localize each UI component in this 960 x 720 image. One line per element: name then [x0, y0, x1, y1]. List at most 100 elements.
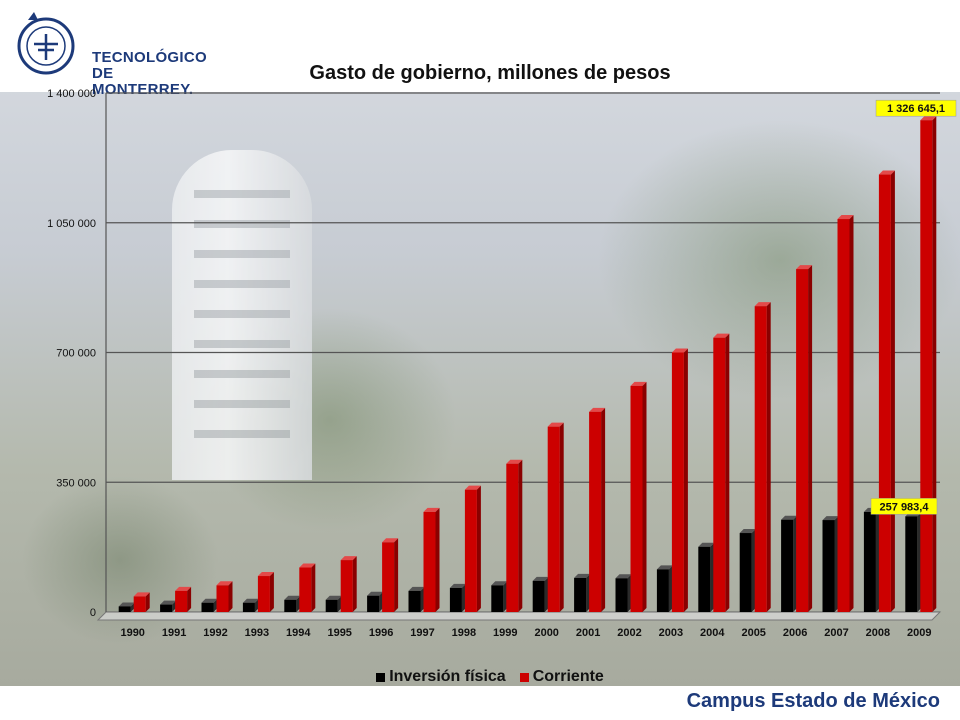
x-tick-label: 1998	[452, 627, 476, 639]
bar-top	[878, 170, 895, 175]
bar-side	[849, 215, 854, 613]
bar-top	[284, 595, 301, 600]
x-tick-label: 1996	[369, 627, 393, 639]
bar-corriente	[671, 352, 684, 612]
bar-top	[464, 485, 481, 490]
bar-side	[518, 459, 523, 612]
bar-top	[449, 583, 466, 588]
bar-side	[352, 556, 357, 612]
bar-corriente	[796, 269, 809, 612]
bar-top	[796, 265, 813, 270]
bar-side	[476, 485, 481, 612]
x-tick-label: 2002	[617, 627, 641, 639]
bar-top	[698, 542, 715, 547]
bar-top	[615, 574, 632, 579]
bar-corriente	[257, 576, 270, 612]
legend-label-inversion: Inversión física	[389, 668, 506, 685]
bar-side	[642, 381, 647, 612]
x-tick-label: 1999	[493, 627, 517, 639]
bar-top	[216, 581, 233, 586]
legend-item-inversion: Inversión física	[376, 668, 506, 686]
bar-top	[713, 333, 730, 338]
data-label-box	[870, 498, 938, 515]
bar-top	[242, 598, 259, 603]
header-band	[0, 0, 960, 92]
bar-inversion-fisica	[781, 519, 794, 612]
bar-inversion-fisica	[325, 599, 338, 612]
bar-top	[739, 529, 756, 534]
bar-corriente	[547, 426, 560, 612]
bar-top	[325, 595, 342, 600]
bar-top	[118, 602, 135, 607]
bar-top	[506, 459, 523, 464]
bar-corriente	[382, 542, 395, 612]
bar-inversion-fisica	[201, 602, 214, 612]
bar-side	[890, 170, 895, 613]
bar-side	[435, 507, 440, 612]
x-tick-label: 1991	[162, 627, 186, 639]
bar-inversion-fisica	[284, 599, 297, 612]
x-tick-label: 2007	[824, 627, 848, 639]
bar-inversion-fisica	[242, 602, 255, 612]
bar-corriente	[423, 511, 436, 612]
legend-label-corriente: Corriente	[532, 668, 604, 685]
bar-top	[408, 586, 425, 591]
bar-side	[808, 265, 813, 612]
bar-side	[311, 563, 316, 612]
bar-side	[601, 407, 606, 612]
x-tick-label: 2003	[659, 627, 683, 639]
bar-corriente	[216, 585, 229, 612]
bar-corriente	[878, 174, 891, 613]
bar-corriente	[175, 590, 188, 612]
bar-top	[340, 556, 357, 561]
x-tick-label: 1995	[327, 627, 351, 639]
bar-top	[299, 563, 316, 568]
bar-inversion-fisica	[574, 577, 587, 612]
data-label: 1 326 645,1	[887, 103, 945, 115]
bar-corriente	[630, 385, 643, 612]
x-tick-label: 2006	[783, 627, 807, 639]
bar-corriente	[340, 560, 353, 612]
data-label: 257 983,4	[880, 501, 930, 513]
chart-title: Gasto de gobierno, millones de pesos	[309, 62, 671, 84]
bar-side	[145, 592, 150, 612]
y-tick-label: 1 050 000	[47, 218, 96, 230]
bar-corriente	[920, 120, 933, 612]
bar-top	[754, 302, 771, 307]
x-tick-label: 1994	[286, 627, 311, 639]
bar-top	[837, 215, 854, 220]
bar-side	[394, 538, 399, 612]
bar-inversion-fisica	[449, 587, 462, 612]
bar-top	[257, 572, 274, 577]
data-label-box	[875, 99, 957, 117]
bar-top	[574, 573, 591, 578]
campus-name: Campus Estado de México	[686, 690, 940, 712]
legend-swatch-corriente	[519, 672, 529, 682]
background-building	[172, 150, 312, 480]
bar-top	[491, 581, 508, 586]
x-tick-label: 1997	[410, 627, 434, 639]
bar-top	[532, 576, 549, 581]
bar-side	[932, 116, 937, 612]
bar-top	[133, 592, 150, 597]
bar-top	[589, 407, 606, 412]
bar-side	[725, 333, 730, 612]
x-tick-label: 2009	[907, 627, 931, 639]
bar-top	[547, 422, 564, 427]
bar-inversion-fisica	[656, 569, 669, 612]
bar-inversion-fisica	[160, 604, 173, 612]
bar-inversion-fisica	[532, 580, 545, 612]
bar-side	[187, 586, 192, 612]
x-tick-label: 1992	[203, 627, 227, 639]
chart-floor	[96, 611, 942, 621]
x-tick-label: 1990	[120, 627, 144, 639]
bar-inversion-fisica	[905, 516, 918, 612]
chart-legend: Inversión física Corriente	[0, 668, 960, 686]
bar-top	[423, 507, 440, 512]
bar-inversion-fisica	[615, 578, 628, 612]
bar-top	[920, 116, 937, 121]
bar-top	[822, 516, 839, 521]
bar-top	[671, 348, 688, 353]
bar-corriente	[506, 463, 519, 612]
bar-side	[269, 572, 274, 612]
